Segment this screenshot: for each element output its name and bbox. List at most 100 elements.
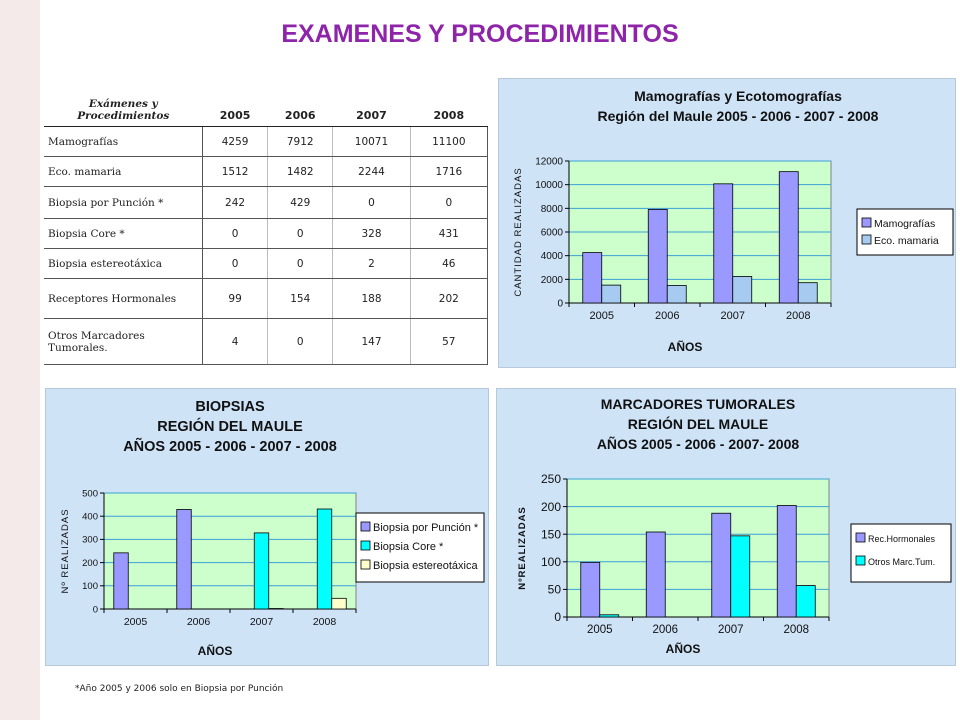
bar-otros-marc-tum xyxy=(599,614,620,618)
y-tick-label: 4000 xyxy=(541,251,564,262)
legend xyxy=(856,208,954,256)
x-tick-label: 2008 xyxy=(783,624,809,636)
bar-eco-mamaria xyxy=(797,282,818,304)
table-cell: 46 xyxy=(409,248,489,279)
row-label: Mamografías xyxy=(44,126,203,157)
chart-title-line: REGIÓN DEL MAULE xyxy=(628,415,769,432)
table-cell: 2 xyxy=(332,248,411,279)
y-tick-label: 150 xyxy=(541,527,561,541)
x-tick-label: 2005 xyxy=(590,310,614,322)
table-row: Biopsia estereotáxica 0 0 2 46 xyxy=(44,248,489,279)
chart-title-line: BIOPSIAS xyxy=(195,399,265,415)
table-header-cell: 2005 xyxy=(202,80,268,127)
table-cell: 328 xyxy=(332,218,411,249)
table-header-cell: 2006 xyxy=(267,80,333,127)
row-label: Otros Marcadores Tumorales. xyxy=(44,318,203,365)
row-label: Biopsia por Punción * xyxy=(44,186,203,219)
chart-title-line: REGIÓN DEL MAULE xyxy=(157,417,303,435)
table-header-cell: 2008 xyxy=(410,80,488,127)
y-axis-label: CANTIDAD REALIZADAS xyxy=(513,167,524,296)
chart-panel-biopsias: BIOPSIAS REGIÓN DEL MAULE AÑOS 2005 - 2006… xyxy=(45,388,489,666)
y-tick-label: 0 xyxy=(93,604,98,615)
y-tick-label: 100 xyxy=(541,555,561,569)
y-tick-label: 2000 xyxy=(541,275,564,286)
chart-marcadores: MARCADORES TUMORALES REGIÓN DEL MAULE AÑOS… xyxy=(517,396,952,656)
table-cell: 429 xyxy=(267,186,333,219)
legend-swatch xyxy=(855,532,866,543)
table-cell: 0 xyxy=(267,248,333,279)
bar-biopsia-core xyxy=(316,508,333,610)
row-label: Biopsia estereotáxica xyxy=(44,248,203,279)
bar-otros-marc-tum xyxy=(795,585,816,618)
left-decorative-strip xyxy=(0,0,40,720)
x-tick-label: 2007 xyxy=(718,624,744,636)
x-tick-label: 2006 xyxy=(655,310,679,322)
table-cell: 0 xyxy=(409,186,489,219)
table-cell: 154 xyxy=(267,278,333,319)
table-row: Receptores Hormonales 99 154 188 202 xyxy=(44,278,489,319)
table-cell: 1482 xyxy=(267,156,333,187)
y-tick-label: 400 xyxy=(82,512,98,523)
y-tick-label: 6000 xyxy=(541,228,564,239)
chart-mamografias: Mamografías y Ecotomografías Región del M… xyxy=(513,88,954,354)
legend-swatch xyxy=(360,559,371,570)
bar-biopsia-core xyxy=(253,532,270,610)
chart-biopsias: BIOPSIAS REGIÓN DEL MAULE AÑOS 2005 - 2006… xyxy=(60,399,485,658)
legend-label: Otros Marc.Tum. xyxy=(868,557,935,567)
table-cell: 1716 xyxy=(409,156,489,187)
table-cell: 57 xyxy=(409,318,489,365)
legend xyxy=(850,523,952,583)
y-tick-label: 300 xyxy=(82,535,98,546)
table-cell: 147 xyxy=(332,318,411,365)
table-cell: 0 xyxy=(267,218,333,249)
table-header-row: Exámenes y Procedimientos 2005 2006 2007… xyxy=(44,80,488,127)
table-row: Mamografías 4259 7912 10071 11100 xyxy=(44,126,489,157)
bar-eco-mamaria xyxy=(601,284,622,304)
row-label: Receptores Hormonales xyxy=(44,278,203,319)
legend-label: Biopsia estereotáxica xyxy=(373,560,478,572)
exams-table: Exámenes y Procedimientos 2005 2006 2007… xyxy=(44,80,489,365)
x-axis-label: AÑOS xyxy=(198,643,233,658)
table-cell: 2244 xyxy=(332,156,411,187)
bar-biopsia-estereot-xica xyxy=(331,597,347,610)
legend-label: Biopsia Core * xyxy=(373,541,444,553)
legend-swatch xyxy=(360,521,371,532)
y-tick-label: 10000 xyxy=(535,180,563,191)
table-row: Eco. mamaria 1512 1482 2244 1716 xyxy=(44,156,489,187)
chart-title-line: AÑOS 2005 - 2006 - 2007 - 2008 xyxy=(123,437,337,455)
legend-label: Biopsia por Punción * xyxy=(373,522,479,534)
legend-label: Mamografías xyxy=(874,218,935,230)
chart-title-line: Mamografías y Ecotomografías xyxy=(634,88,842,104)
chart-title-line: Región del Maule 2005 - 2006 - 2007 - 20… xyxy=(598,108,879,124)
y-tick-label: 250 xyxy=(541,472,561,486)
y-axis-label: Nº REALIZADAS xyxy=(60,508,71,593)
legend-swatch xyxy=(855,555,866,566)
table-row: Biopsia Core * 0 0 328 431 xyxy=(44,218,489,249)
chart-title-line: MARCADORES TUMORALES xyxy=(601,396,795,412)
x-tick-label: 2006 xyxy=(652,624,678,636)
legend-swatch xyxy=(861,234,872,245)
bar-eco-mamaria xyxy=(666,285,687,304)
table-cell: 0 xyxy=(201,218,268,249)
bar-biopsia-por-punci-n xyxy=(113,552,129,610)
footnote: *Año 2005 y 2006 solo en Biopsia por Pun… xyxy=(75,684,284,694)
legend xyxy=(355,512,485,583)
x-tick-label: 2005 xyxy=(124,616,148,628)
table-cell: 4 xyxy=(201,318,268,365)
x-tick-label: 2007 xyxy=(250,616,274,628)
x-axis-label: AÑOS xyxy=(668,339,703,354)
legend-label: Eco. mamaria xyxy=(874,235,939,247)
bar-rec-hormonales xyxy=(776,505,797,618)
page-title: EXAMENES Y PROCEDIMIENTOS xyxy=(281,20,679,48)
legend-swatch xyxy=(861,217,872,228)
table-cell: 431 xyxy=(409,218,489,249)
table-cell: 1512 xyxy=(201,156,268,187)
table-cell: 4259 xyxy=(201,126,268,157)
y-tick-label: 50 xyxy=(548,583,562,597)
y-tick-label: 100 xyxy=(82,581,98,592)
table-header-cell: Exámenes y Procedimientos xyxy=(44,80,203,127)
table-cell: 7912 xyxy=(267,126,333,157)
table-row: Otros Marcadores Tumorales. 4 0 147 57 xyxy=(44,318,489,365)
bar-rec-hormonales xyxy=(580,561,601,618)
bar-otros-marc-tum xyxy=(730,535,751,618)
